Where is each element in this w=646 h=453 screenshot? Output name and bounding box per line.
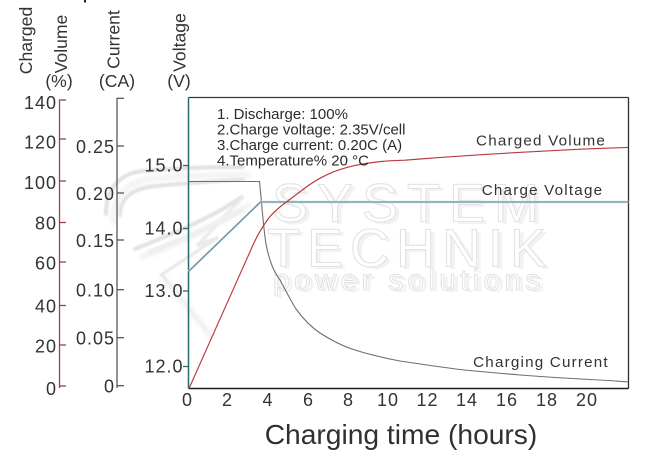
svg-text:12.0: 12.0	[144, 357, 183, 377]
svg-text:SYSTEM: SYSTEM	[272, 174, 548, 234]
svg-text:0.05: 0.05	[76, 329, 115, 349]
svg-text:8: 8	[343, 390, 354, 410]
svg-text:Voltage: Voltage	[170, 13, 190, 72]
svg-text:100: 100	[24, 173, 57, 193]
svg-text:TECHNIK: TECHNIK	[271, 221, 557, 281]
svg-text:1. Discharge: 100%: 1. Discharge: 100%	[217, 106, 348, 123]
svg-text:10: 10	[377, 390, 399, 410]
svg-text:0: 0	[46, 379, 57, 399]
svg-text:12: 12	[416, 390, 438, 410]
svg-text:18: 18	[536, 390, 558, 410]
svg-text:13.0: 13.0	[144, 281, 183, 301]
svg-text:SYSTEM: SYSTEM	[276, 176, 552, 236]
svg-text:Charged: Charged	[16, 7, 36, 75]
svg-text:80: 80	[35, 214, 57, 234]
svg-text:0.15: 0.15	[76, 231, 115, 251]
svg-text:0.10: 0.10	[76, 281, 115, 301]
svg-text:0: 0	[182, 390, 193, 410]
svg-text:power solutions: power solutions	[273, 264, 544, 297]
svg-text:2.Charge voltage: 2.35V/cell: 2.Charge voltage: 2.35V/cell	[217, 122, 405, 139]
svg-text:20: 20	[35, 337, 57, 357]
svg-text:power solutions: power solutions	[277, 266, 548, 299]
svg-text:Charging Current: Charging Current	[473, 354, 609, 371]
svg-text:Current: Current	[104, 10, 124, 69]
svg-text:3.Charge current: 0.20C (A): 3.Charge current: 0.20C (A)	[217, 137, 402, 154]
svg-text:0.25: 0.25	[76, 137, 115, 157]
svg-text:TECHNIK: TECHNIK	[267, 219, 553, 279]
svg-text:120: 120	[24, 133, 57, 153]
svg-text:4.Temperature% 20 °C: 4.Temperature% 20 °C	[217, 153, 369, 170]
svg-text:0: 0	[104, 377, 115, 397]
svg-text:14.0: 14.0	[144, 219, 183, 239]
svg-text:Charged Volume: Charged Volume	[476, 133, 606, 150]
svg-text:2: 2	[222, 390, 233, 410]
svg-text:Charge Voltage: Charge Voltage	[482, 182, 604, 199]
svg-text:20: 20	[576, 390, 598, 410]
svg-text:(CA): (CA)	[99, 71, 135, 91]
svg-text:16: 16	[496, 390, 518, 410]
svg-text:40: 40	[35, 297, 57, 317]
svg-text:6: 6	[303, 390, 314, 410]
svg-text:4: 4	[262, 390, 273, 410]
svg-text:(%): (%)	[45, 71, 72, 91]
svg-text:0.20: 0.20	[76, 184, 115, 204]
svg-text:Charging time (hours): Charging time (hours)	[265, 418, 538, 450]
svg-text:(V): (V)	[167, 71, 190, 91]
svg-text:14: 14	[456, 390, 478, 410]
svg-text:60: 60	[35, 254, 57, 274]
svg-text:140: 140	[24, 93, 57, 113]
svg-text:15.0: 15.0	[144, 156, 183, 176]
svg-text:Volume: Volume	[51, 15, 71, 74]
